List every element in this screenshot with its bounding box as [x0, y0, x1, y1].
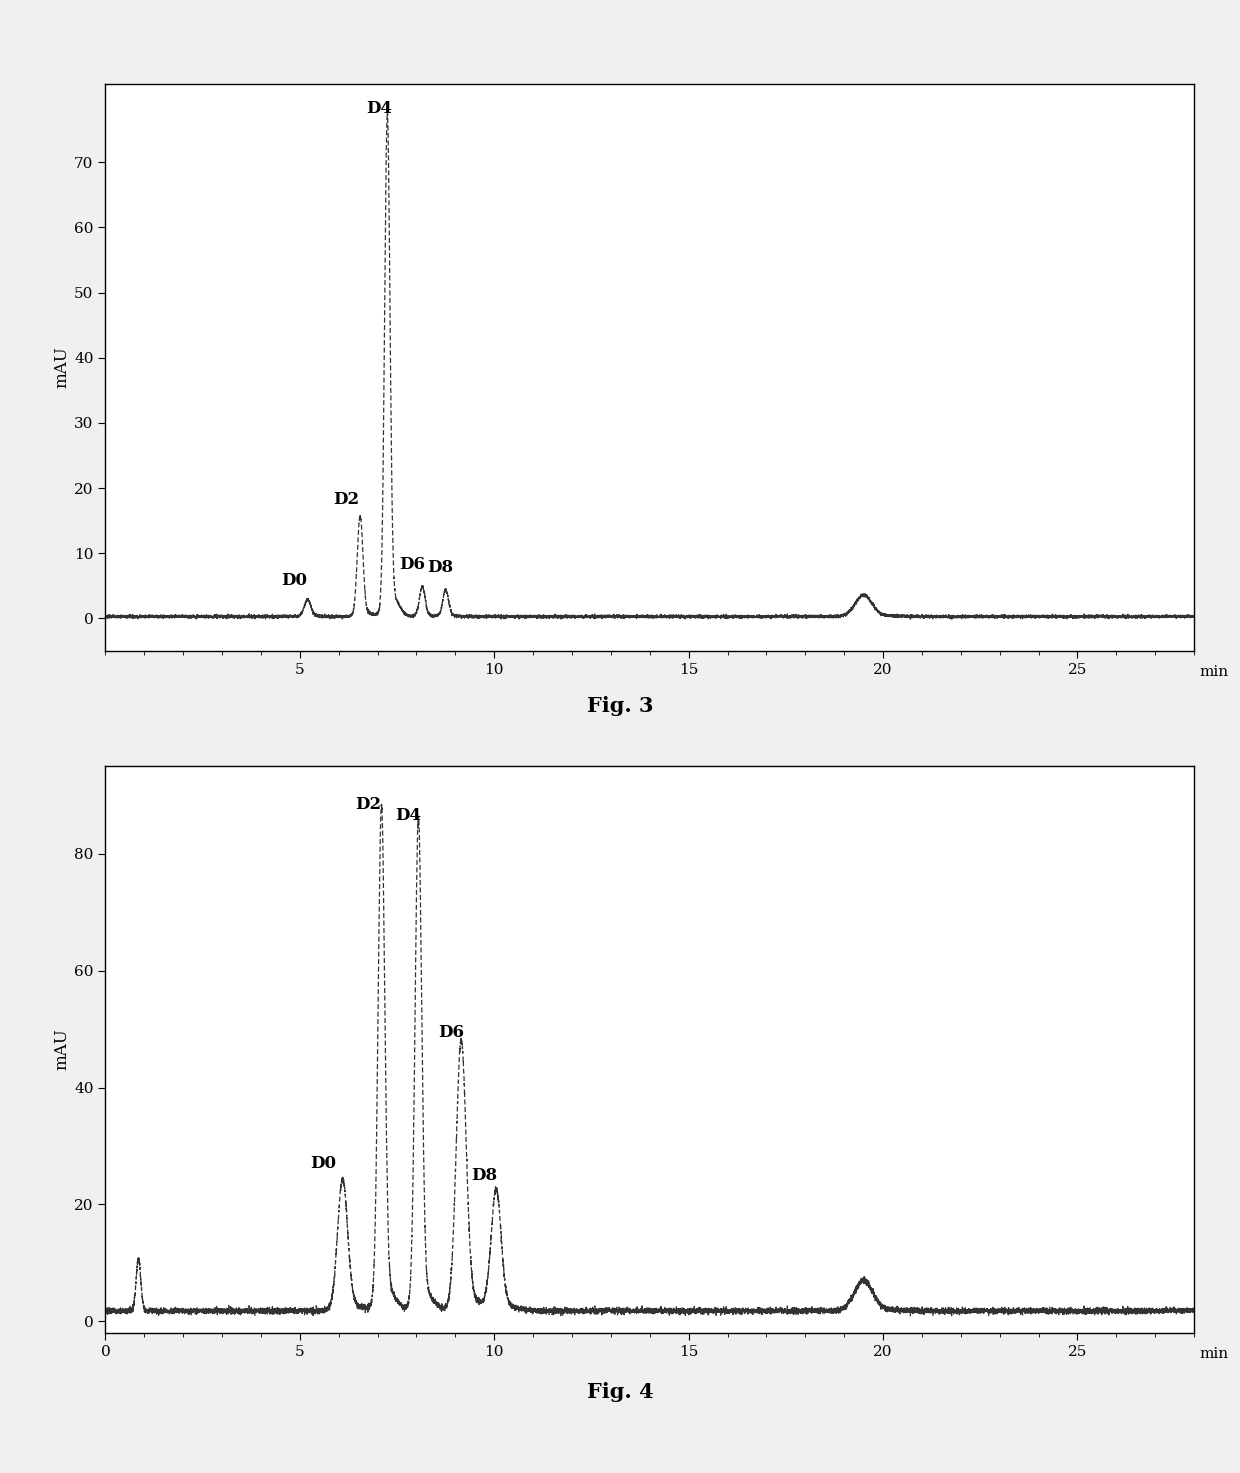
Text: D0: D0 [310, 1155, 336, 1173]
Text: D4: D4 [367, 100, 393, 116]
Text: D8: D8 [471, 1167, 497, 1184]
Y-axis label: mAU: mAU [53, 1028, 69, 1071]
Y-axis label: mAU: mAU [53, 346, 69, 389]
Text: D2: D2 [334, 491, 360, 508]
Text: Fig. 4: Fig. 4 [587, 1382, 653, 1402]
Text: D6: D6 [399, 555, 425, 573]
Text: D0: D0 [281, 572, 308, 589]
Text: Fig. 3: Fig. 3 [587, 695, 653, 716]
Text: min: min [1199, 666, 1229, 679]
Text: D8: D8 [427, 560, 453, 576]
Text: D4: D4 [396, 807, 422, 825]
Text: D2: D2 [355, 795, 381, 813]
Text: D6: D6 [439, 1024, 465, 1041]
Text: min: min [1199, 1348, 1229, 1361]
